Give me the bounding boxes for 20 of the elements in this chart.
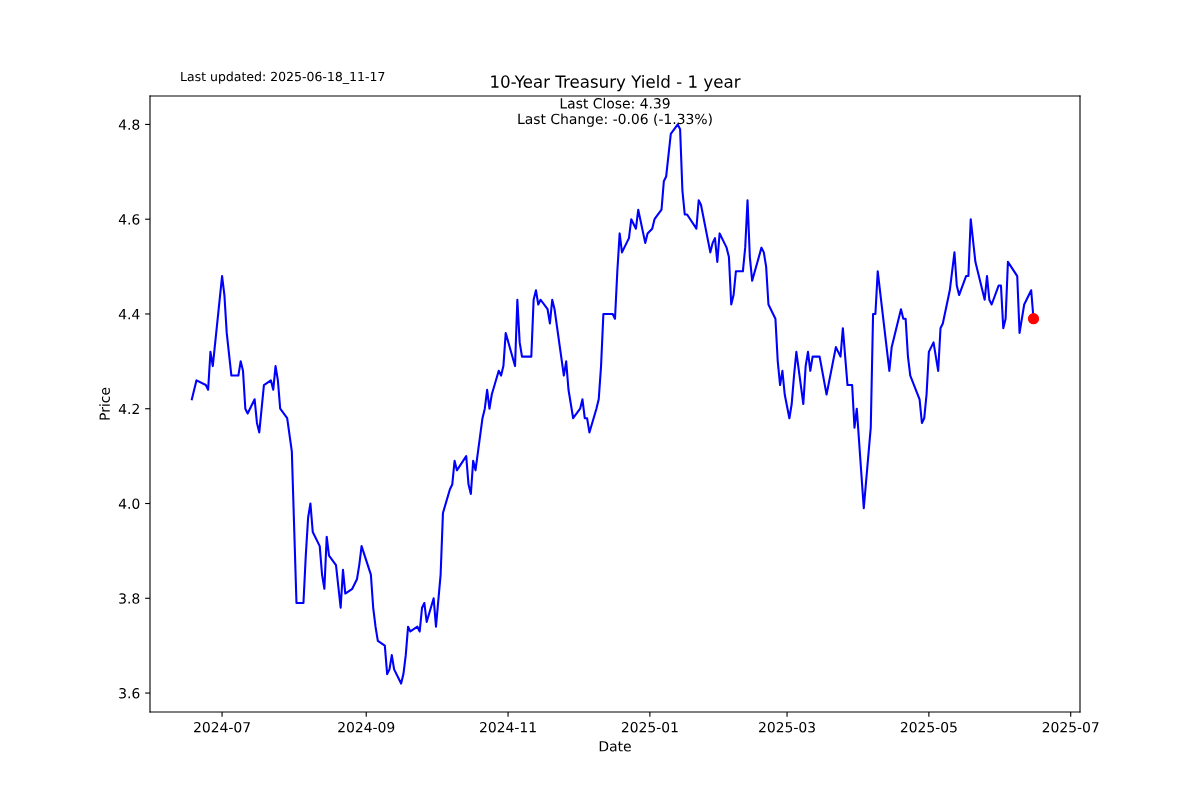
x-tick-label: 2024-11	[480, 721, 536, 733]
annotation: Last Change: -0.06 (-1.33%)	[518, 113, 712, 127]
x-tick-label: 2024-07	[194, 721, 250, 733]
x-tick-label: 2025-01	[621, 721, 678, 733]
y-tick-label: 3.8	[119, 593, 140, 604]
y-tick-label: 4.6	[118, 214, 140, 225]
y-tick-label: 3.6	[119, 688, 140, 699]
annotation: Last Close: 4.39	[560, 97, 670, 109]
x-tick-label: 2025-07	[1042, 721, 1099, 733]
x-axis-title: Date	[599, 741, 631, 752]
x-tick-label: 2025-03	[759, 721, 815, 733]
y-tick-label: 4.0	[118, 498, 140, 509]
chart-title: 10-Year Treasury Yield - 1 year	[491, 75, 741, 92]
x-tick-label: 2025-05	[900, 721, 957, 733]
y-axis-title: Price	[99, 387, 110, 420]
x-tick-label: 2024-09	[338, 721, 395, 733]
text: Last updated: 2025-06-18_11-17	[181, 71, 385, 84]
y-tick-label: 4.8	[118, 119, 140, 130]
y-tick-label: 4.2	[118, 403, 139, 415]
y-tick-label: 4.4	[118, 309, 140, 320]
